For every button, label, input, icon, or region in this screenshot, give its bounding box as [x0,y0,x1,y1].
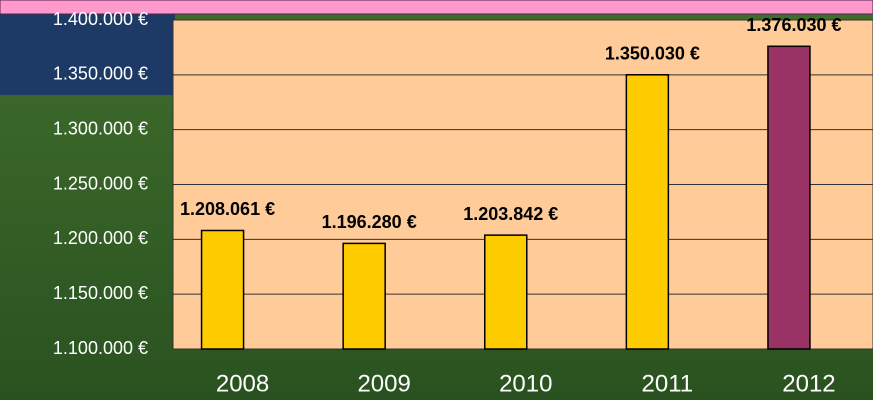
y-tick-label: 1.100.000 € [53,338,148,358]
y-tick-label: 1.400.000 € [53,9,148,29]
bar [342,242,386,350]
y-tick-label: 1.150.000 € [53,283,148,303]
y-tick-label: 1.300.000 € [53,118,148,138]
y-tick-label: 1.200.000 € [53,228,148,248]
y-tick-label: 1.250.000 € [53,173,148,193]
header-strip [0,0,873,15]
background-panel [0,0,175,95]
value-label: 1.208.061 € [180,199,275,219]
x-tick-label: 2011 [642,370,694,397]
bar [484,234,528,350]
value-label: 1.376.030 € [746,15,841,35]
value-label: 1.196.280 € [322,212,417,232]
value-label: 1.203.842 € [463,204,558,224]
value-label: 1.350.030 € [605,44,700,64]
bar [625,74,670,350]
x-tick-label: 2009 [357,370,410,397]
x-tick-label: 2010 [499,370,552,397]
x-tick-label: 2008 [216,370,269,397]
x-tick-label: 2012 [782,370,835,397]
y-tick-label: 1.350.000 € [53,64,148,84]
bar [767,45,811,350]
bar [200,229,245,350]
